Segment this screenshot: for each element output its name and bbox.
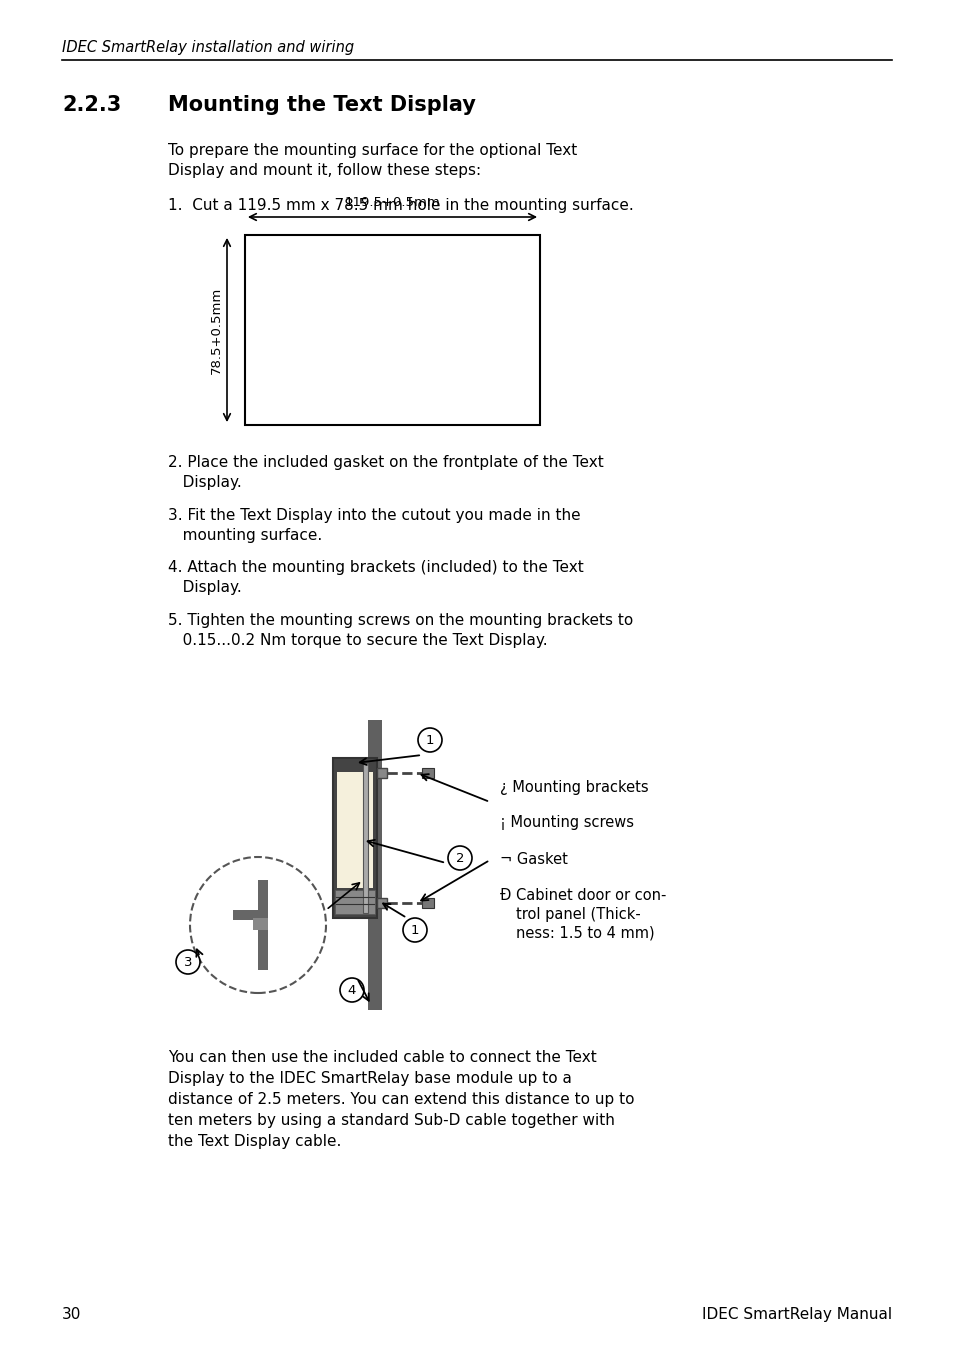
Bar — [245, 235, 539, 425]
Text: 1: 1 — [411, 923, 418, 937]
Bar — [363, 763, 368, 913]
Text: 3: 3 — [184, 956, 193, 968]
Text: To prepare the mounting surface for the optional Text
Display and mount it, foll: To prepare the mounting surface for the … — [168, 143, 577, 178]
Text: ¿ Mounting brackets: ¿ Mounting brackets — [499, 780, 648, 795]
Text: 4: 4 — [348, 983, 355, 996]
Bar — [421, 898, 434, 909]
Text: 4. Attach the mounting brackets (included) to the Text
   Display.: 4. Attach the mounting brackets (include… — [168, 560, 583, 595]
Circle shape — [417, 727, 441, 752]
Bar — [421, 768, 434, 777]
Circle shape — [402, 918, 427, 942]
Text: 30: 30 — [62, 1307, 81, 1322]
Bar — [376, 898, 387, 909]
Text: Mounting the Text Display: Mounting the Text Display — [168, 95, 476, 115]
Text: IDEC SmartRelay installation and wiring: IDEC SmartRelay installation and wiring — [62, 41, 354, 55]
Text: ness: 1.5 to 4 mm): ness: 1.5 to 4 mm) — [516, 926, 654, 941]
Text: You can then use the included cable to connect the Text
Display to the IDEC Smar: You can then use the included cable to c… — [168, 1051, 634, 1149]
Bar — [233, 910, 268, 919]
Bar — [336, 772, 373, 888]
Text: IDEC SmartRelay Manual: IDEC SmartRelay Manual — [701, 1307, 891, 1322]
Bar — [253, 918, 268, 930]
Bar — [376, 768, 387, 777]
Bar — [333, 758, 376, 918]
Text: 1.  Cut a 119.5 mm x 78.5 mm hole in the mounting surface.: 1. Cut a 119.5 mm x 78.5 mm hole in the … — [168, 197, 633, 214]
Circle shape — [448, 846, 472, 869]
Bar — [257, 880, 268, 969]
Bar — [335, 890, 375, 914]
Text: 5. Tighten the mounting screws on the mounting brackets to
   0.15...0.2 Nm torq: 5. Tighten the mounting screws on the mo… — [168, 612, 633, 649]
Text: 2.2.3: 2.2.3 — [62, 95, 121, 115]
Text: ¬ Gasket: ¬ Gasket — [499, 852, 567, 867]
Text: 78.5+0.5mm: 78.5+0.5mm — [210, 287, 223, 373]
Text: 2: 2 — [456, 852, 464, 864]
Text: 119.5+0.5mm: 119.5+0.5mm — [344, 196, 440, 210]
Text: 1: 1 — [425, 734, 434, 746]
Circle shape — [175, 950, 200, 973]
Text: Ð Cabinet door or con-: Ð Cabinet door or con- — [499, 888, 666, 903]
Text: ¡ Mounting screws: ¡ Mounting screws — [499, 815, 634, 830]
Circle shape — [339, 977, 364, 1002]
Text: trol panel (Thick-: trol panel (Thick- — [516, 907, 640, 922]
Text: 2. Place the included gasket on the frontplate of the Text
   Display.: 2. Place the included gasket on the fron… — [168, 456, 603, 491]
Bar — [368, 721, 381, 1010]
Text: 3. Fit the Text Display into the cutout you made in the
   mounting surface.: 3. Fit the Text Display into the cutout … — [168, 508, 580, 544]
